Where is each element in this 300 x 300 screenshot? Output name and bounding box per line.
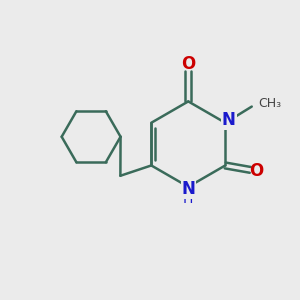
Text: N: N <box>181 180 195 198</box>
Text: O: O <box>181 55 195 73</box>
Text: CH₃: CH₃ <box>258 97 281 110</box>
Text: H: H <box>183 192 194 206</box>
Text: O: O <box>249 162 263 180</box>
Text: N: N <box>222 111 236 129</box>
